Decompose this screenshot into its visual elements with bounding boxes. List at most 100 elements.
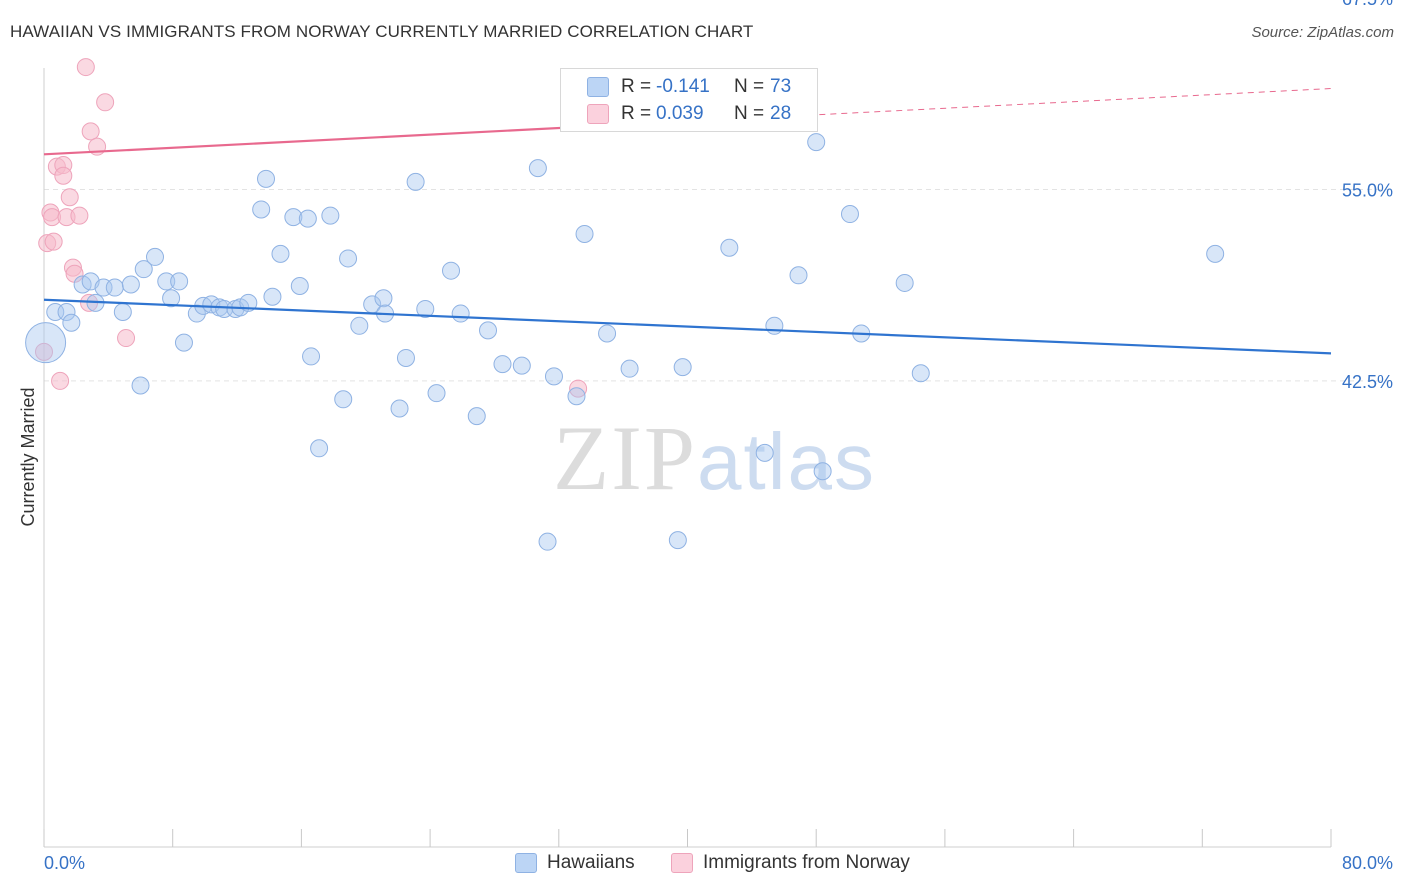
hawaiian-point [310, 439, 329, 458]
hawaiian-point [406, 172, 425, 191]
series-legend: Hawaiians Immigrants from Norway [0, 852, 1406, 876]
axes [43, 68, 1332, 848]
legend-item-hawaiians[interactable]: Hawaiians [515, 852, 635, 874]
norway-point [76, 58, 95, 77]
hawaiian-point [895, 273, 914, 292]
x-tick-label: 0.0% [44, 853, 85, 873]
norway-point [569, 379, 588, 398]
hawaiian-point [427, 384, 446, 403]
hawaiian-point [105, 278, 124, 297]
r-value-norway: 0.039 [656, 103, 704, 124]
hawaiian-point [755, 443, 774, 462]
hawaiian-point [131, 376, 150, 395]
norway-point [96, 93, 115, 112]
hawaiians-legend-swatch [515, 853, 537, 873]
hawaiian-point [911, 364, 930, 383]
norway-legend-label: Immigrants from Norway [703, 852, 910, 873]
hawaiian-point [157, 272, 176, 291]
hawaiian-point [479, 321, 498, 340]
hawaiian-point [840, 205, 859, 224]
hawaiian-point [668, 531, 687, 550]
hawaiian-point [174, 333, 193, 352]
r-label: R = [621, 103, 652, 124]
n-label: N = [734, 76, 765, 97]
hawaiian-point [350, 316, 369, 335]
hawaiians-swatch [587, 77, 609, 97]
hawaiian-point [113, 303, 132, 322]
hawaiian-point [673, 358, 692, 377]
hawaiian-point [538, 532, 557, 551]
norway-point [60, 188, 79, 207]
source-credit: Source: ZipAtlas.com [1251, 24, 1394, 41]
hawaiian-point [339, 249, 358, 268]
norway-point [81, 122, 100, 141]
hawaiian-point [467, 407, 486, 426]
hawaiian-point [271, 244, 290, 263]
y-tick-label: 55.0% [1342, 181, 1393, 201]
hawaiian-point-large [25, 322, 67, 364]
hawaiian-point [121, 275, 140, 294]
hawaiian-point [720, 238, 739, 257]
hawaiian-point [146, 247, 165, 266]
legend-row-norway: R = 0.039 N = 28 [587, 102, 791, 126]
hawaiian-point [290, 277, 309, 296]
r-value-hawaiians: -0.141 [656, 76, 710, 97]
chart-title: HAWAIIAN VS IMMIGRANTS FROM NORWAY CURRE… [10, 22, 754, 41]
x-tick-label: 80.0% [1342, 853, 1393, 873]
tick-labels: 42.5%55.0%67.5%80.0%0.0%80.0% [44, 0, 1393, 873]
norway-trend-line-extension [687, 88, 1332, 122]
hawaiian-point [321, 206, 340, 225]
hawaiian-point [170, 272, 189, 291]
hawaiian-point [162, 289, 181, 308]
hawaiian-point [334, 390, 353, 409]
norway-swatch [587, 104, 609, 124]
hawaiian-point [512, 356, 531, 375]
hawaiian-point [807, 133, 826, 152]
norway-point [44, 232, 63, 251]
n-value-norway: 28 [770, 103, 792, 124]
hawaiian-point [620, 359, 639, 378]
hawaiian-trend-line [43, 298, 1332, 355]
y-axis-label: Currently Married [18, 387, 38, 526]
hawaiian-point [134, 260, 153, 279]
hawaiian-point [416, 299, 435, 318]
norway-point [70, 206, 89, 225]
hawaiian-point [451, 304, 470, 323]
hawaiian-point [302, 347, 321, 366]
hawaiian-point [62, 313, 81, 332]
hawaiian-point [528, 159, 547, 178]
norway-legend-swatch [671, 853, 693, 873]
norway-point [51, 371, 70, 390]
n-value-hawaiians: 73 [770, 76, 792, 97]
hawaiian-point [789, 266, 808, 285]
hawaiian-point [765, 316, 784, 335]
hawaiian-point [284, 208, 303, 227]
norway-points [35, 58, 588, 398]
y-tick-label: 67.5% [1342, 0, 1393, 9]
hawaiian-point [390, 399, 409, 418]
hawaiian-point [575, 224, 594, 243]
hawaiian-point [442, 261, 461, 280]
hawaiian-point [567, 387, 586, 406]
hawaiian-point [1206, 244, 1225, 263]
norway-point [117, 329, 136, 348]
correlation-legend: R = -0.141 N = 73 R = 0.039 N = 28 [560, 68, 818, 132]
hawaiian-point [57, 303, 76, 322]
hawaiian-point [396, 348, 415, 367]
hawaiian-point [544, 367, 563, 386]
hawaiian-point [598, 324, 617, 343]
hawaiian-point [252, 200, 271, 219]
r-label: R = [621, 76, 652, 97]
norway-point [54, 166, 73, 185]
hawaiian-point [493, 355, 512, 374]
hawaiian-point [813, 462, 832, 481]
hawaiian-point [374, 289, 393, 308]
legend-row-hawaiians: R = -0.141 N = 73 [587, 75, 791, 99]
y-tick-label: 42.5% [1342, 372, 1393, 392]
legend-item-norway[interactable]: Immigrants from Norway [671, 852, 910, 874]
hawaiian-points [25, 133, 1225, 551]
hawaiian-point [257, 169, 276, 188]
hawaiian-point [298, 209, 317, 228]
norway-point [35, 342, 53, 361]
